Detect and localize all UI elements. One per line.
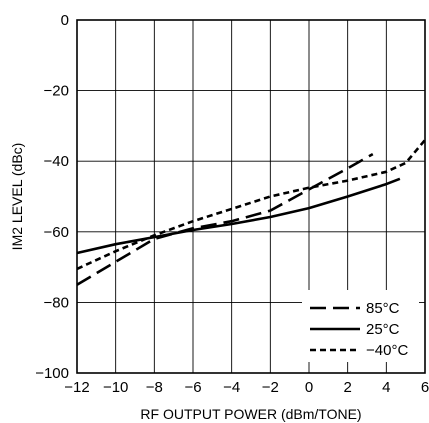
tick-labels: −12 −10 −8 −6 −4 −2 0 2 4 60−20−40−60−80−100	[35, 12, 429, 396]
x-tick-label: −12	[64, 379, 89, 396]
series-line-2	[76, 139, 426, 271]
legend-label-2: −40°C	[366, 342, 408, 359]
y-tick-label: −80	[44, 294, 69, 311]
series-layer	[76, 139, 426, 286]
series-line-0	[76, 152, 374, 286]
x-tick-label: −2	[262, 379, 279, 396]
x-tick-label: 2	[343, 379, 351, 396]
x-tick-label: 6	[421, 379, 429, 396]
x-tick-label: −10	[103, 379, 128, 396]
y-tick-label: −20	[44, 83, 69, 100]
legend-label-1: 25°C	[366, 321, 400, 338]
x-tick-label: 0	[305, 379, 313, 396]
grid	[77, 20, 425, 373]
x-tick-label: 4	[382, 379, 390, 396]
x-tick-label: −6	[184, 379, 201, 396]
legend-label-0: 85°C	[366, 300, 400, 317]
x-tick-label: −8	[146, 379, 163, 396]
y-tick-label: 0	[61, 12, 69, 29]
x-axis-label: RF OUTPUT POWER (dBm/TONE)	[140, 406, 361, 422]
y-tick-label: −60	[44, 224, 69, 241]
plot-frame	[76, 19, 426, 374]
legend: 85°C 25°C −40°C	[302, 290, 419, 362]
y-tick-label: −40	[44, 153, 69, 170]
y-tick-label: −100	[35, 365, 69, 382]
series-line-1	[76, 177, 401, 255]
y-axis-label: IM2 LEVEL (dBc)	[9, 143, 25, 251]
x-tick-label: −4	[223, 379, 240, 396]
